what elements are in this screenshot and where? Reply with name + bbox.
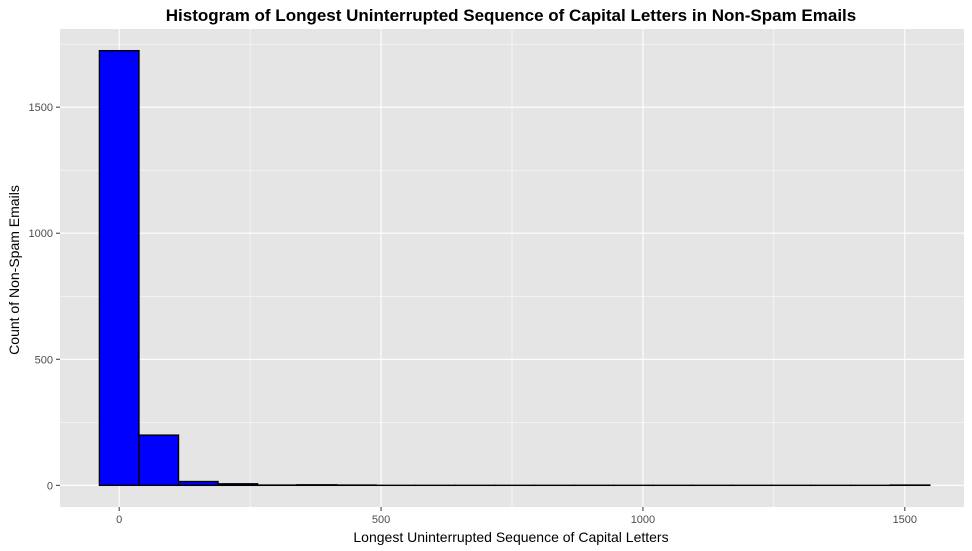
- y-tick-label: 1500: [29, 102, 53, 114]
- x-tick-label: 1000: [631, 514, 655, 526]
- x-tick-label: 500: [372, 514, 390, 526]
- x-axis-title: Longest Uninterrupted Sequence of Capita…: [353, 529, 668, 545]
- histogram-bar: [98, 49, 140, 487]
- histogram-bar: [217, 483, 259, 487]
- x-tick-label: 1500: [893, 514, 917, 526]
- y-tick-label: 500: [35, 354, 53, 366]
- y-axis-title: Count of Non-Spam Emails: [6, 185, 22, 355]
- y-tick-label: 0: [47, 480, 53, 492]
- histogram-bar: [177, 480, 219, 487]
- y-tick-label: 1000: [29, 228, 53, 240]
- x-tick-label: 0: [116, 514, 122, 526]
- x-axis-ticks: 0 500 1000 1500: [116, 507, 917, 526]
- y-axis-ticks: 0 500 1000 1500: [29, 102, 60, 492]
- histogram-bars: [98, 49, 931, 487]
- chart-title: Histogram of Longest Uninterrupted Seque…: [166, 6, 856, 25]
- histogram-bar: [138, 434, 180, 487]
- histogram-bar: [296, 484, 338, 487]
